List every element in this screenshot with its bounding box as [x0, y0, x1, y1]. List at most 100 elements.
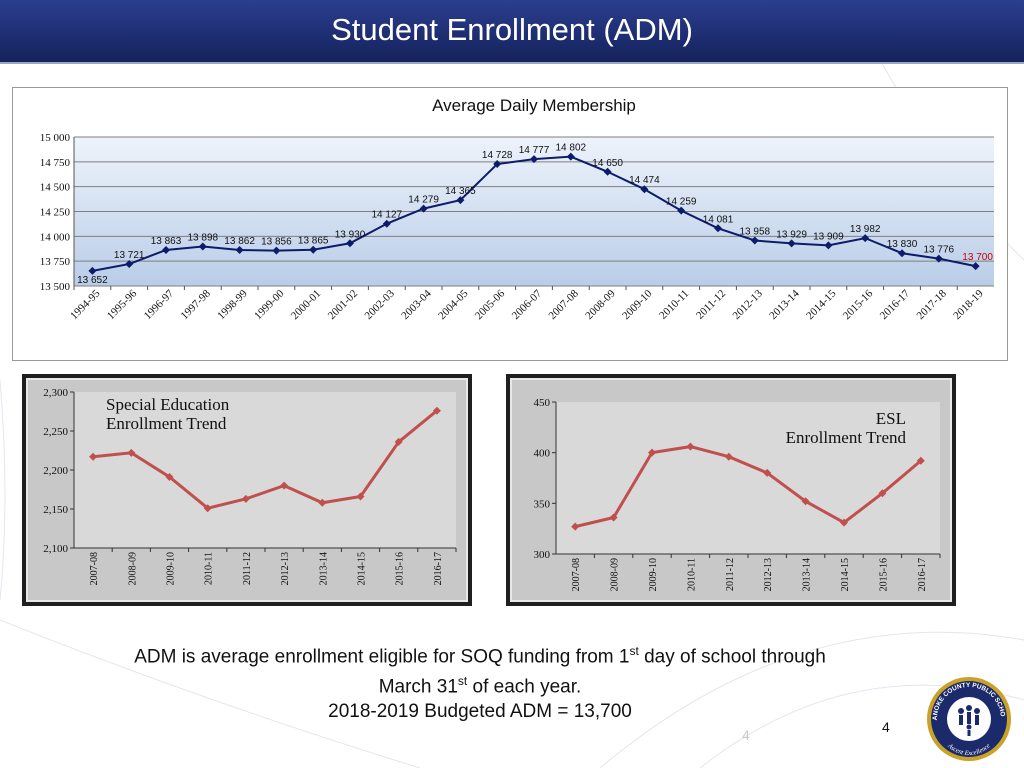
page-number: 4 — [882, 719, 890, 735]
y-tick-label: 450 — [534, 397, 551, 409]
data-point — [714, 224, 722, 233]
data-point — [309, 245, 318, 254]
page-number-faded: 4 — [742, 727, 750, 743]
x-tick-label: 2010-11 — [204, 552, 215, 585]
chart-title-line: ESL — [876, 409, 906, 428]
data-point — [898, 249, 906, 258]
data-point — [603, 167, 612, 176]
x-tick-label: 2016-17 — [917, 558, 928, 591]
x-tick-label: 2014-15 — [840, 558, 851, 591]
data-point — [801, 497, 810, 506]
special-education-chart-frame: 2,100 2,150 2,200 2,250 2,300 2007-08 2008-09 2… — [22, 374, 472, 606]
x-tick-label: 2010-11 — [686, 558, 697, 591]
data-point — [241, 494, 250, 503]
x-tick-label: 1995-96 — [105, 287, 140, 322]
y-tick-label: 2,300 — [43, 387, 68, 399]
note-line-2: March 31st of each year. — [378, 674, 582, 698]
x-tick-label: 2012-13 — [763, 558, 774, 591]
note-line-1: ADM is average enrollment eligible for S… — [134, 644, 826, 668]
note-line-3: 2018-2019 Budgeted ADM = 13,700 — [328, 700, 632, 722]
esl-chart-frame: 300 350 400 450 2007-08 2008-09 2009-10 2010-11… — [506, 374, 956, 606]
data-point — [648, 448, 656, 457]
data-point — [125, 260, 134, 269]
x-tick-label: 2008-09 — [127, 552, 138, 585]
data-label: 13 700 — [962, 252, 993, 263]
y-tick-label: 14 750 — [40, 157, 71, 169]
chart-title-line: Special Education — [106, 395, 230, 414]
data-point — [318, 498, 327, 507]
data-point — [971, 262, 980, 271]
data-label: 14 777 — [519, 145, 550, 156]
y-tick-label: 15 000 — [40, 132, 71, 144]
y-tick-label: 300 — [534, 549, 551, 561]
x-tick-label: 2009-10 — [648, 558, 659, 591]
chart-title: Average Daily Membership — [432, 96, 636, 115]
esl-line-chart: 300 350 400 450 2007-08 2008-09 2009-10 2010-11… — [534, 397, 941, 591]
x-tick-label: 2018-19 — [951, 287, 986, 322]
data-label: 14 728 — [482, 150, 513, 161]
data-label: 13 721 — [114, 250, 145, 261]
y-tick-label: 13 750 — [40, 256, 71, 268]
y-tick-label: 14 000 — [40, 231, 71, 243]
data-point — [456, 196, 465, 205]
x-tick-label: 2013-14 — [802, 558, 813, 591]
x-tick-label: 2015-16 — [878, 558, 889, 591]
x-tick-label: 2008-09 — [610, 558, 621, 591]
data-label: 14 081 — [703, 214, 734, 225]
data-point — [162, 245, 170, 254]
data-label: 13 862 — [224, 236, 255, 247]
x-tick-label: 2007-08 — [547, 287, 582, 322]
y-tick-label: 400 — [534, 448, 551, 460]
y-tick-label: 13 500 — [40, 281, 71, 293]
data-point — [88, 266, 97, 275]
data-label: 14 474 — [629, 175, 660, 186]
x-tick-label: 2011-12 — [694, 288, 728, 322]
x-tick-label: 2010-11 — [657, 288, 691, 322]
data-point — [861, 234, 870, 243]
data-label: 14 279 — [408, 195, 439, 206]
x-tick-label: 2004-05 — [436, 287, 471, 322]
x-tick-label: 2016-17 — [433, 552, 444, 585]
data-point — [346, 239, 354, 248]
x-tick-label: 2007-08 — [571, 558, 582, 591]
y-tick-label: 2,200 — [43, 465, 68, 477]
data-point — [419, 204, 428, 213]
x-tick-label: 2016-17 — [878, 287, 913, 322]
data-point — [686, 442, 695, 451]
data-point — [203, 504, 212, 513]
data-point — [571, 522, 580, 531]
x-tick-label: 2002-03 — [363, 287, 398, 322]
data-point — [165, 473, 174, 482]
x-tick-label: 1998-99 — [215, 287, 250, 322]
data-point — [916, 456, 925, 465]
x-tick-label: 2012-13 — [280, 552, 291, 585]
x-tick-label: 1996-97 — [142, 287, 177, 322]
x-tick-label: 2013-14 — [767, 287, 802, 322]
data-point — [640, 185, 649, 194]
x-tick-label: 2008-09 — [583, 287, 618, 322]
page-title: Student Enrollment (ADM) — [331, 12, 693, 47]
y-tick-label: 2,100 — [43, 543, 68, 555]
data-point — [677, 206, 686, 215]
data-point — [750, 236, 759, 245]
data-point — [394, 437, 403, 446]
data-label: 14 650 — [592, 158, 623, 169]
adm-line-chart: Average Daily Membership 13 500 13 750 14 0… — [40, 96, 994, 322]
x-tick-label: 2009-10 — [620, 287, 655, 322]
x-tick-label: 2005-06 — [473, 287, 508, 322]
data-label: 13 863 — [151, 236, 182, 247]
data-label: 13 856 — [261, 237, 292, 248]
school-logo: ROANOKE COUNTY PUBLIC SCHOOLS Ascent Exc… — [925, 675, 1011, 761]
data-point — [878, 489, 887, 498]
y-tick-label: 2,150 — [43, 504, 68, 516]
data-label: 14 127 — [372, 210, 403, 221]
data-point — [840, 518, 848, 527]
data-point — [530, 155, 538, 164]
x-tick-label: 2009-10 — [166, 552, 177, 585]
x-tick-label: 2000-01 — [289, 288, 323, 322]
data-label: 13 652 — [77, 275, 108, 286]
x-tick-label: 2007-08 — [89, 552, 100, 585]
data-point — [432, 406, 441, 415]
x-tick-label: 2011-12 — [242, 552, 253, 585]
x-tick-label: 2014-15 — [357, 552, 368, 585]
